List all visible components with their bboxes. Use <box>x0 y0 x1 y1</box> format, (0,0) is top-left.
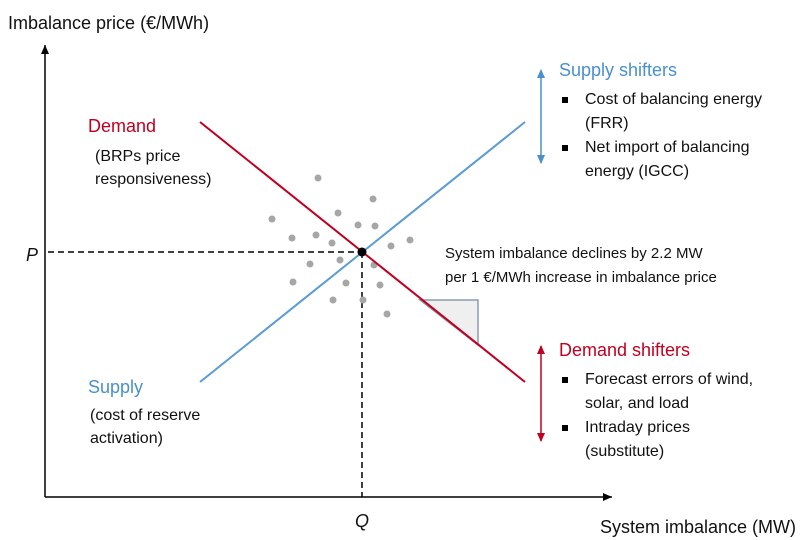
supply-title: Supply <box>88 377 143 397</box>
p-label: P <box>26 245 38 265</box>
supply-note: (cost of reserve <box>90 407 200 424</box>
q-label: Q <box>355 511 369 531</box>
list-item: (substitute) <box>585 443 664 460</box>
list-item: Net import of balancing <box>585 139 750 156</box>
shifter-lists: Cost of balancing energy (FRR) Net import … <box>562 91 762 460</box>
list-item: Forecast errors of wind, <box>585 371 753 388</box>
demand-shifters-title: Demand shifters <box>559 340 690 360</box>
bullet <box>562 97 568 103</box>
bullet <box>562 425 568 431</box>
bullet <box>562 377 568 383</box>
list-item: solar, and load <box>585 395 689 412</box>
list-item: Intraday prices <box>585 419 690 436</box>
list-item: (FRR) <box>585 115 629 132</box>
annotation: per 1 €/MWh increase in imbalance price <box>445 269 717 286</box>
supply-shifters-title: Supply shifters <box>559 60 677 80</box>
y-axis-label: Imbalance price (€/MWh) <box>8 13 209 33</box>
bullet <box>562 145 568 151</box>
list-item: energy (IGCC) <box>585 163 689 180</box>
demand-note: (BRPs price <box>95 148 180 165</box>
supply-note: activation) <box>90 430 163 447</box>
x-axis-label: System imbalance (MW) <box>600 517 796 537</box>
demand-note: responsiveness) <box>95 171 212 188</box>
annotation: System imbalance declines by 2.2 MW <box>445 245 703 262</box>
list-item: Cost of balancing energy <box>585 91 762 108</box>
observation-dots <box>268 174 414 318</box>
equilibrium <box>357 247 367 257</box>
demand-title: Demand <box>88 116 156 136</box>
